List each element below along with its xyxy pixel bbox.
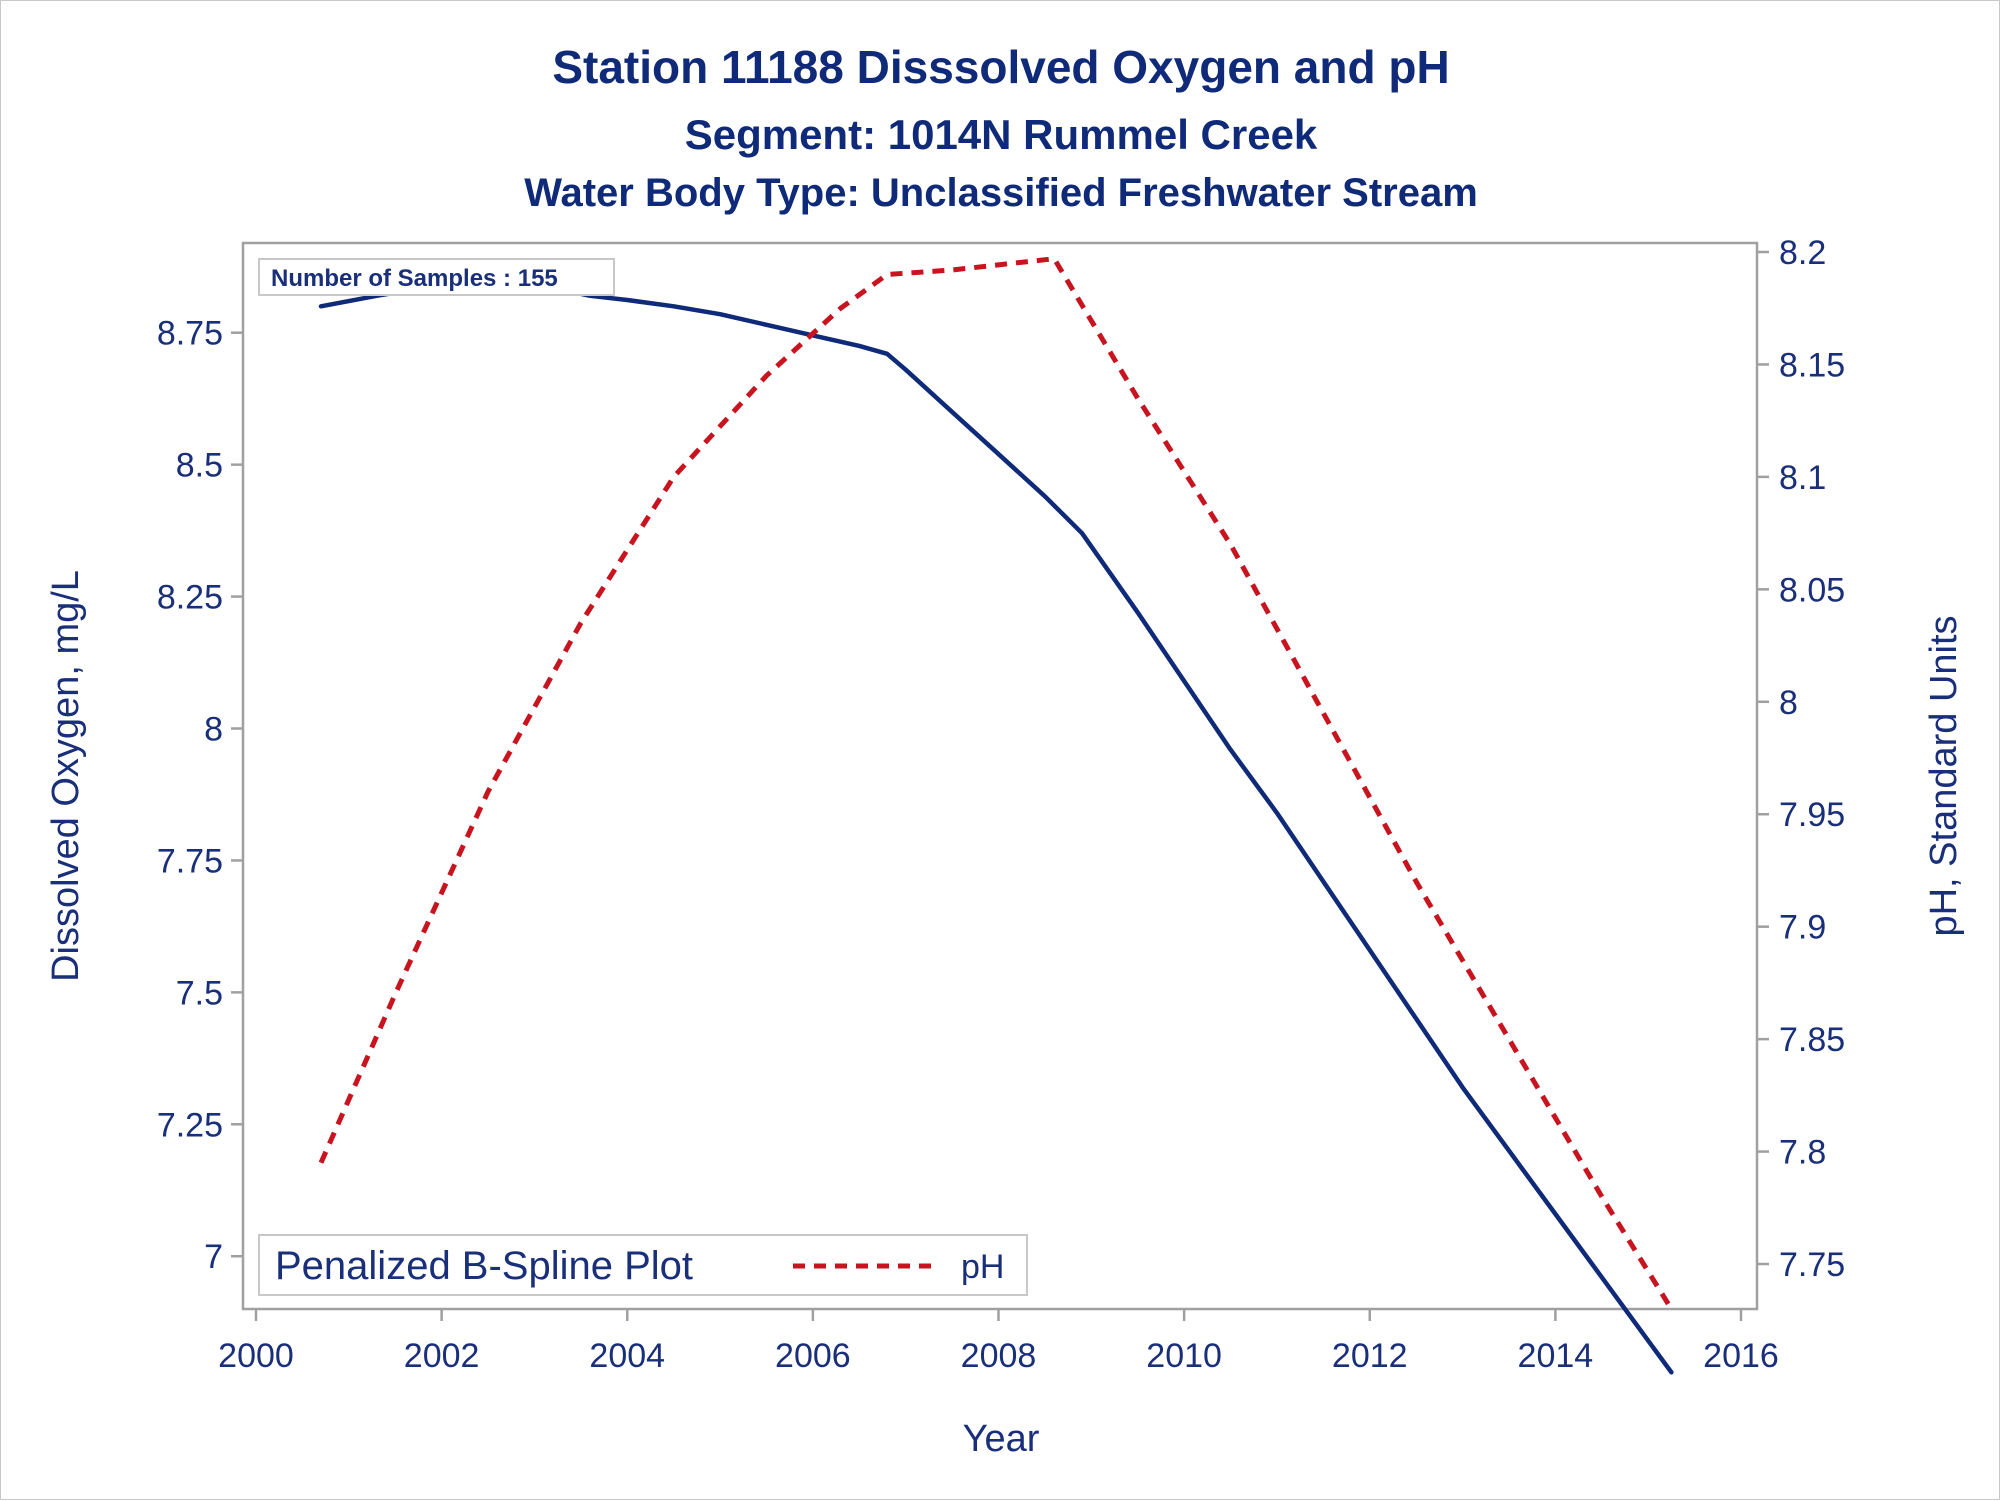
y2-tick-label: 7.8: [1779, 1134, 1826, 1172]
y-tick-label: 7.75: [157, 842, 223, 880]
x-tick-label: 2000: [218, 1337, 294, 1375]
chart-subtitle-waterbody: Water Body Type: Unclassified Freshwater…: [524, 171, 1478, 215]
y2-tick-label: 8: [1779, 684, 1798, 722]
chart-subtitle-segment: Segment: 1014N Rummel Creek: [685, 111, 1318, 158]
x-tick-label: 2012: [1332, 1337, 1408, 1375]
x-axis: 2000 2002 2004 2006 2008 2010 2012 2014 2016: [218, 1309, 1779, 1375]
y-tick-label: 7.25: [157, 1106, 223, 1144]
x-tick-label: 2016: [1703, 1337, 1779, 1375]
x-axis-title: Year: [963, 1418, 1040, 1460]
sample-count-label: Number of Samples : 155: [271, 265, 558, 292]
dissolved-oxygen-series-line: [318, 280, 1674, 1375]
y-tick-label: 8.25: [157, 579, 223, 617]
x-tick-label: 2002: [404, 1337, 480, 1375]
y-axis-left-title: Dissolved Oxygen, mg/L: [45, 570, 87, 982]
plot-area: [241, 241, 1759, 1311]
x-tick-label: 2010: [1146, 1337, 1222, 1375]
x-tick-label: 2004: [589, 1337, 665, 1375]
y2-tick-label: 8.15: [1779, 346, 1845, 384]
series-layer: [318, 256, 1674, 1375]
y2-tick-label: 7.85: [1779, 1021, 1845, 1059]
legend: Penalized B-Spline Plot pH: [258, 1234, 1028, 1296]
legend-ph-label: pH: [961, 1248, 1004, 1286]
y-axis-right: 7.75 7.8 7.85 7.9 7.95 8 8.05 8.1 8.15 8.2: [1757, 234, 1845, 1284]
x-tick-label: 2014: [1518, 1337, 1594, 1375]
y-tick-label: 8: [204, 711, 223, 749]
y-axis-right-title: pH, Standard Units: [1923, 615, 1965, 936]
y-tick-label: 8.5: [176, 447, 223, 485]
y2-tick-label: 7.75: [1779, 1246, 1845, 1284]
ph-series-line: [318, 256, 1674, 1311]
y-tick-label: 8.75: [157, 315, 223, 353]
x-tick-label: 2006: [775, 1337, 851, 1375]
y2-tick-label: 7.9: [1779, 909, 1826, 947]
y-axis-left: 7 7.25 7.5 7.75 8 8.25 8.5 8.75: [157, 315, 243, 1276]
y-tick-label: 7: [204, 1238, 223, 1276]
chart-title: Station 11188 Disssolved Oxygen and pH: [552, 41, 1449, 93]
y2-tick-label: 8.1: [1779, 459, 1826, 497]
legend-spline-label: Penalized B-Spline Plot: [275, 1244, 693, 1288]
y2-tick-label: 8.2: [1779, 234, 1826, 272]
y-tick-label: 7.5: [176, 974, 223, 1012]
y2-tick-label: 7.95: [1779, 796, 1845, 834]
sample-count-box: [258, 258, 615, 296]
x-tick-label: 2008: [961, 1337, 1037, 1375]
y2-tick-label: 8.05: [1779, 571, 1845, 609]
